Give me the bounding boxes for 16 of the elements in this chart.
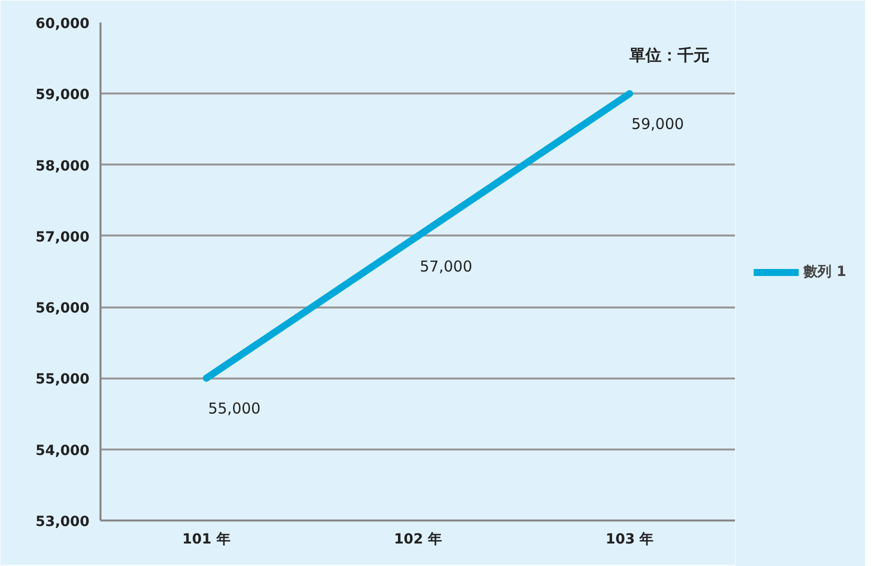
data-label: 57,000 bbox=[420, 257, 472, 276]
x-tick-label: 103 年 bbox=[606, 532, 654, 548]
y-tick-label: 53,000 bbox=[35, 514, 90, 530]
y-tick-label: 59,000 bbox=[35, 87, 90, 104]
y-tick-label: 60,000 bbox=[35, 16, 90, 32]
y-tick-label: 54,000 bbox=[35, 442, 90, 459]
x-tick-label: 102 年 bbox=[394, 532, 442, 548]
y-tick-label: 58,000 bbox=[35, 158, 90, 174]
data-label: 59,000 bbox=[631, 115, 684, 134]
x-tick-label: 101 年 bbox=[182, 532, 230, 548]
y-tick-label: 57,000 bbox=[35, 229, 90, 246]
y-tick-label: 56,000 bbox=[35, 300, 90, 317]
legend-label: 數列 1 bbox=[804, 262, 846, 280]
data-label: 55,000 bbox=[208, 400, 261, 418]
y-tick-label: 55,000 bbox=[35, 372, 90, 388]
annotation: 單位：千元 bbox=[628, 46, 710, 64]
